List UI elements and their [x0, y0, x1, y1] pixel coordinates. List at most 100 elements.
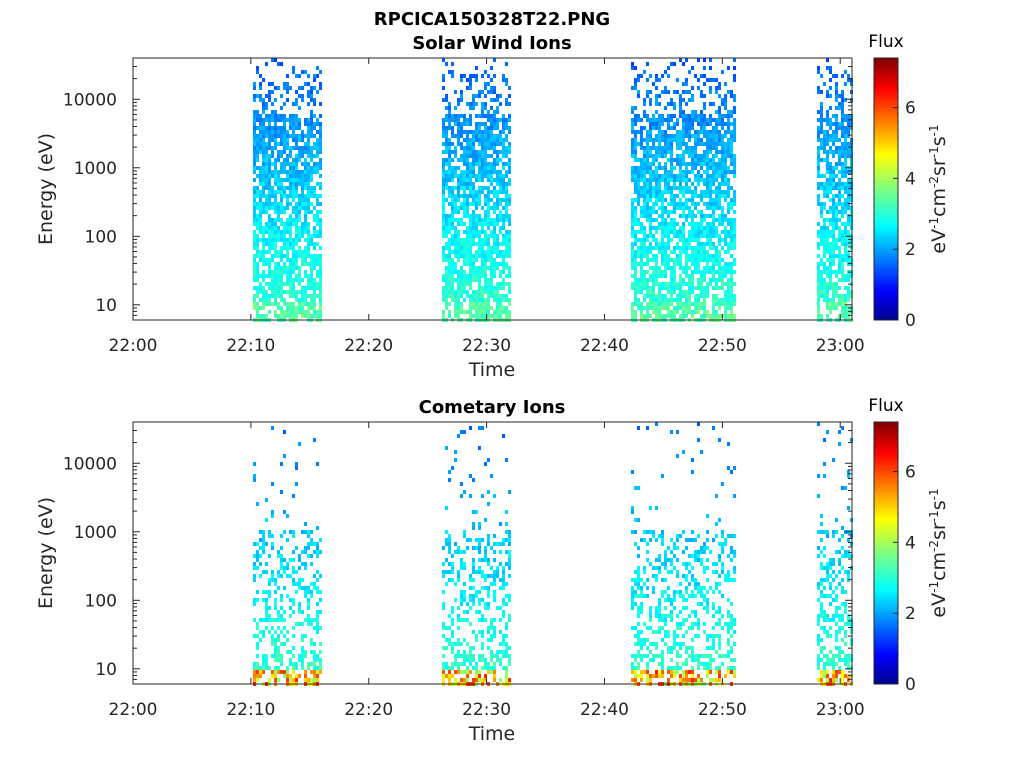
heatmap-cell	[457, 174, 460, 178]
heatmap-cell	[658, 302, 661, 306]
heatmap-cell	[715, 134, 718, 138]
heatmap-cell	[682, 190, 685, 194]
heatmap-cell	[676, 146, 679, 150]
heatmap-cell	[487, 502, 490, 506]
heatmap-cell	[448, 106, 451, 110]
heatmap-cell	[307, 254, 310, 258]
heatmap-cell	[301, 278, 304, 282]
heatmap-cell	[466, 538, 469, 542]
heatmap-cell	[478, 550, 481, 554]
heatmap-cell	[277, 130, 280, 134]
heatmap-cell	[442, 130, 445, 134]
heatmap-cell	[502, 142, 505, 146]
heatmap-cell	[451, 290, 454, 294]
heatmap-cell	[307, 130, 310, 134]
heatmap-cell	[268, 186, 271, 190]
heatmap-cell	[271, 534, 274, 538]
heatmap-cell	[730, 286, 733, 290]
heatmap-cell	[727, 150, 730, 154]
heatmap-cell	[634, 626, 637, 630]
heatmap-cell	[286, 202, 289, 206]
heatmap-cell	[289, 202, 292, 206]
heatmap-cell	[280, 306, 283, 310]
heatmap-cell	[640, 270, 643, 274]
heatmap-cell	[454, 642, 457, 646]
heatmap-cell	[688, 290, 691, 294]
heatmap-cell	[445, 446, 448, 450]
heatmap-cell	[469, 154, 472, 158]
heatmap-cell	[496, 262, 499, 266]
heatmap-cell	[685, 190, 688, 194]
heatmap-cell	[676, 206, 679, 210]
heatmap-cell	[715, 190, 718, 194]
heatmap-cell	[493, 90, 496, 94]
heatmap-cell	[835, 274, 838, 278]
heatmap-cell	[727, 194, 730, 198]
heatmap-cell	[307, 238, 310, 242]
heatmap-cell	[691, 198, 694, 202]
heatmap-cell	[286, 206, 289, 210]
heatmap-cell	[253, 562, 256, 566]
heatmap-cell	[487, 302, 490, 306]
heatmap-cell	[448, 202, 451, 206]
heatmap-cell	[466, 102, 469, 106]
heatmap-cell	[268, 606, 271, 610]
heatmap-cell	[283, 570, 286, 574]
heatmap-cell	[478, 154, 481, 158]
heatmap-cell	[460, 310, 463, 314]
heatmap-cell	[709, 178, 712, 182]
heatmap-cell	[283, 302, 286, 306]
heatmap-cell	[310, 202, 313, 206]
heatmap-cell	[841, 278, 844, 282]
heatmap-cell	[310, 294, 313, 298]
heatmap-cell	[460, 206, 463, 210]
heatmap-cell	[679, 306, 682, 310]
heatmap-cell	[310, 194, 313, 198]
heatmap-cell	[313, 310, 316, 314]
heatmap-cell	[496, 250, 499, 254]
heatmap-cell	[631, 594, 634, 598]
heatmap-cell	[733, 298, 736, 302]
heatmap-cell	[637, 582, 640, 586]
heatmap-cell	[703, 114, 706, 118]
heatmap-cell	[487, 282, 490, 286]
heatmap-cell	[253, 678, 256, 682]
heatmap-cell	[496, 134, 499, 138]
heatmap-cell	[457, 98, 460, 102]
heatmap-cell	[631, 666, 634, 670]
heatmap-cell	[697, 254, 700, 258]
heatmap-cell	[733, 170, 736, 174]
heatmap-cell	[658, 150, 661, 154]
heatmap-cell	[664, 198, 667, 202]
colorbar-tick-label: 4	[905, 169, 916, 189]
heatmap-cell	[451, 466, 454, 470]
heatmap-cell	[493, 578, 496, 582]
heatmap-cell	[457, 642, 460, 646]
heatmap-cell	[463, 278, 466, 282]
heatmap-cell	[733, 246, 736, 250]
heatmap-cell	[667, 222, 670, 226]
heatmap-cell	[448, 570, 451, 574]
heatmap-cell	[256, 622, 259, 626]
heatmap-cell	[283, 122, 286, 126]
heatmap-cell	[274, 254, 277, 258]
heatmap-cell	[280, 462, 283, 466]
heatmap-cell	[682, 314, 685, 318]
heatmap-cell	[277, 150, 280, 154]
heatmap-cell	[712, 306, 715, 310]
heatmap-cell	[484, 546, 487, 550]
heatmap-cell	[253, 142, 256, 146]
heatmap-cell	[463, 138, 466, 142]
heatmap-cell	[637, 142, 640, 146]
heatmap-cell	[637, 118, 640, 122]
heatmap-cell	[844, 82, 847, 86]
heatmap-cell	[481, 286, 484, 290]
heatmap-cell	[304, 654, 307, 658]
heatmap-cell	[655, 198, 658, 202]
heatmap-cell	[259, 286, 262, 290]
heatmap-cell	[292, 178, 295, 182]
heatmap-cell	[694, 154, 697, 158]
heatmap-cell	[691, 158, 694, 162]
heatmap-cell	[673, 182, 676, 186]
heatmap-cell	[508, 230, 511, 234]
